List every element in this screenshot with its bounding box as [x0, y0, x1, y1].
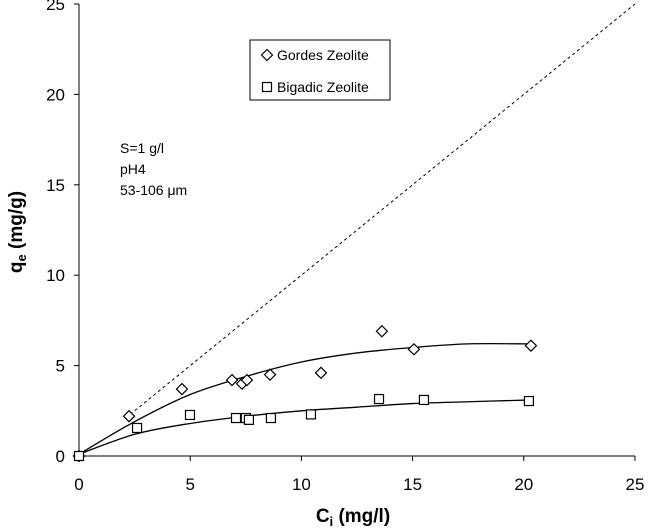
y-tick-label: 10 [46, 266, 65, 285]
x-tick-label: 25 [626, 475, 645, 494]
x-axis-label: Ci (mg/l) [316, 506, 390, 528]
legend-marker [261, 81, 273, 93]
x-tick-label: 5 [185, 475, 194, 494]
diamond-marker [524, 339, 538, 353]
square-marker [305, 409, 317, 420]
y-tick-label: 15 [46, 176, 65, 195]
x-tick-label: 0 [74, 475, 83, 494]
diamond-marker [175, 382, 189, 396]
legend-box [249, 39, 391, 101]
square-marker [523, 395, 535, 407]
fit-curve [78, 399, 531, 455]
y-tick-label: 20 [46, 85, 65, 104]
reference-line [129, 3, 636, 415]
x-tick-label: 15 [403, 475, 422, 494]
square-marker [230, 412, 242, 424]
square-marker [418, 394, 430, 406]
diamond-marker [407, 342, 421, 356]
y-tick-label: 0 [56, 447, 65, 466]
y-tick-label: 25 [46, 0, 65, 14]
y-tick-label: 5 [56, 357, 65, 376]
diamond-marker [122, 409, 136, 423]
diamond-marker [240, 373, 254, 387]
x-tick-label: 10 [292, 475, 311, 494]
annotation: 53-106 μm [120, 182, 187, 198]
square-marker [373, 393, 385, 405]
x-label-sub: i [330, 514, 334, 528]
legend-label: Bigadic Zeolite [277, 79, 369, 95]
annotation: S=1 g/l [120, 140, 164, 156]
diamond-marker [314, 366, 328, 380]
y-axis-label: qe (mg/g) [6, 191, 29, 273]
y-label-sub: e [14, 254, 29, 261]
x-label-main: C [316, 506, 330, 527]
square-marker [265, 412, 277, 424]
diamond-marker [375, 324, 389, 338]
square-marker [184, 409, 196, 421]
legend-label: Gordes Zeolite [277, 47, 369, 63]
x-label-unit: (mg/l) [333, 506, 390, 527]
diamond-marker [263, 368, 277, 381]
diamond-marker [225, 373, 239, 387]
legend-marker [260, 48, 274, 62]
y-label-unit: (mg/g) [6, 191, 27, 254]
x-tick-label: 20 [514, 475, 533, 494]
annotation: pH4 [120, 161, 146, 177]
square-marker [243, 414, 255, 425]
square-marker [73, 450, 85, 462]
fit-curve [78, 342, 531, 455]
square-marker [131, 422, 143, 434]
y-label-main: q [6, 261, 27, 273]
